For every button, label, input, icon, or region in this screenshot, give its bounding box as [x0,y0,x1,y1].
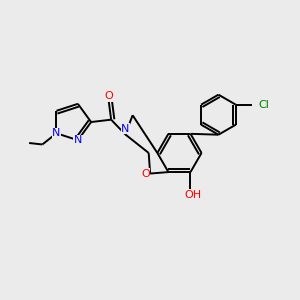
Text: O: O [141,169,150,178]
Text: N: N [122,124,130,134]
Text: N: N [74,135,82,145]
Text: OH: OH [184,190,201,200]
Text: O: O [104,91,113,101]
Text: N: N [52,128,61,138]
Text: Cl: Cl [259,100,269,110]
